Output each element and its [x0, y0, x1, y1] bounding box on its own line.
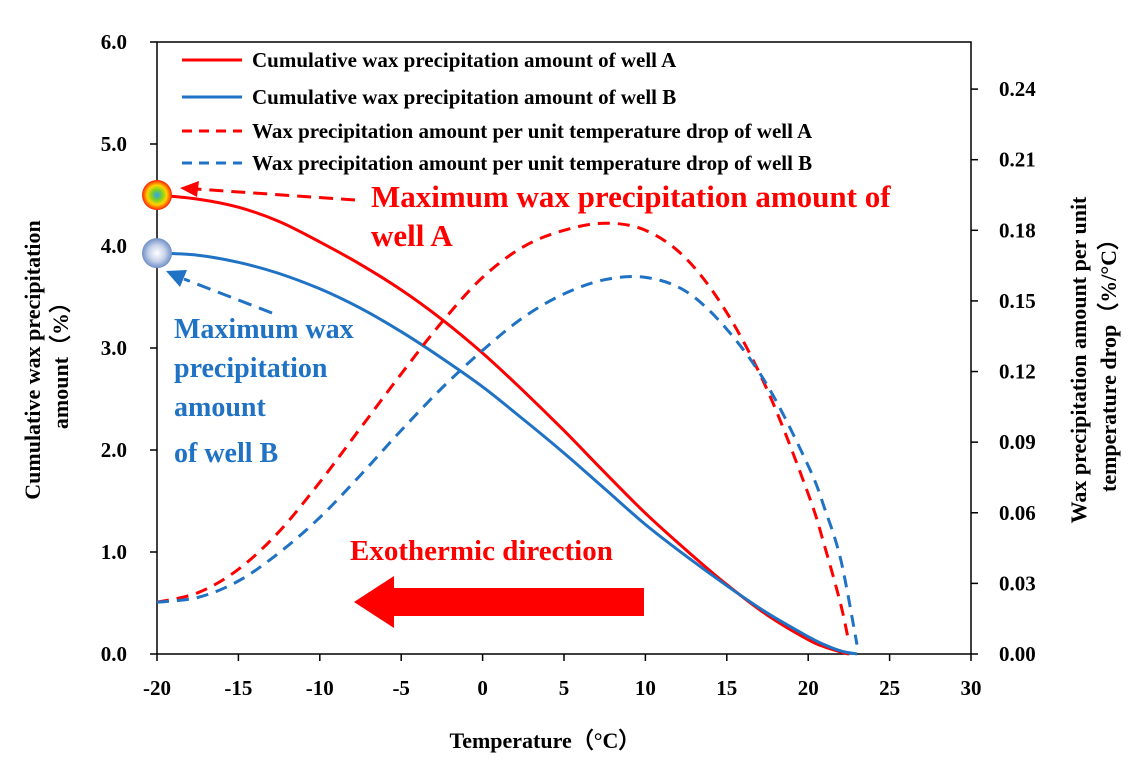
- x-axis-ticks: -20 -15 -10 -5 0 5 10 15 20 25 30: [143, 654, 982, 700]
- legend: Cumulative wax precipitation amount of w…: [182, 48, 813, 175]
- x-tick-label: -15: [224, 676, 252, 700]
- right-tick-label: 0.18: [999, 218, 1036, 242]
- legend-label-b-cumulative: Cumulative wax precipitation amount of w…: [252, 85, 676, 109]
- annotation-well-b-line3: amount: [174, 392, 266, 423]
- right-tick-label: 0.15: [999, 289, 1036, 313]
- x-tick-label: -20: [143, 676, 171, 700]
- right-tick-label: 0.12: [999, 360, 1036, 384]
- annotation-well-b-line2: precipitation: [174, 353, 328, 384]
- right-axis-title-line2: temperature drop（%/°C）: [1096, 228, 1121, 492]
- left-tick-label: 3.0: [101, 336, 127, 360]
- annotation-well-b-line1: Maximum wax: [174, 314, 354, 345]
- series-b-unit-drop: [156, 275, 859, 645]
- left-axis-ticks: 0.0 1.0 2.0 3.0 4.0 5.0 6.0: [101, 30, 157, 666]
- x-tick-label: -10: [306, 676, 334, 700]
- series-layer: [156, 193, 859, 656]
- right-tick-label: 0.21: [999, 148, 1036, 172]
- x-axis-title: Temperature（°C）: [450, 728, 641, 753]
- left-tick-label: 4.0: [101, 234, 127, 258]
- series-a-cumulative: [156, 193, 850, 656]
- left-axis-title-line2: amount（%）: [48, 291, 73, 429]
- annotation-well-b-line4: of well B: [174, 438, 278, 469]
- arrow-well-b: [166, 270, 273, 315]
- legend-label-b-unit: Wax precipitation amount per unit temper…: [252, 151, 812, 175]
- x-tick-label: 15: [716, 676, 737, 700]
- annotation-exothermic-direction: Exothermic direction: [350, 535, 613, 567]
- left-axis-title-line1: Cumulative wax precipitation: [20, 220, 45, 499]
- right-tick-label: 0.03: [999, 571, 1036, 595]
- arrow-well-a: [180, 181, 356, 202]
- annotation-well-a-line1: Maximum wax precipitation amount of: [371, 179, 891, 214]
- right-tick-label: 0.06: [999, 501, 1036, 525]
- left-tick-label: 0.0: [101, 642, 127, 666]
- annotation-well-a-line2: well A: [371, 218, 453, 253]
- x-tick-label: 30: [961, 676, 982, 700]
- exothermic-arrow: [354, 576, 644, 628]
- x-tick-label: 25: [879, 676, 900, 700]
- left-tick-label: 2.0: [101, 438, 127, 462]
- series-b-cumulative: [156, 251, 858, 656]
- right-tick-label: 0.24: [999, 77, 1036, 101]
- max-marker-well-a: [142, 180, 172, 210]
- x-tick-label: 5: [559, 676, 570, 700]
- left-tick-label: 6.0: [101, 30, 127, 54]
- right-axis-ticks: 0.00 0.03 0.06 0.09 0.12 0.15 0.18 0.21 0.24: [971, 77, 1036, 666]
- right-tick-label: 0.00: [999, 642, 1036, 666]
- max-marker-well-b: [142, 238, 172, 269]
- left-tick-label: 5.0: [101, 132, 127, 156]
- x-tick-label: -5: [392, 676, 410, 700]
- x-tick-label: 0: [477, 676, 488, 700]
- series-a-unit-drop: [156, 221, 851, 643]
- legend-label-a-unit: Wax precipitation amount per unit temper…: [252, 119, 813, 143]
- right-tick-label: 0.09: [999, 430, 1036, 454]
- right-axis-title-line1: Wax precipitation amount per unit: [1066, 196, 1091, 523]
- left-tick-label: 1.0: [101, 540, 127, 564]
- legend-label-a-cumulative: Cumulative wax precipitation amount of w…: [252, 48, 677, 72]
- x-tick-label: 20: [798, 676, 819, 700]
- x-tick-label: 10: [635, 676, 656, 700]
